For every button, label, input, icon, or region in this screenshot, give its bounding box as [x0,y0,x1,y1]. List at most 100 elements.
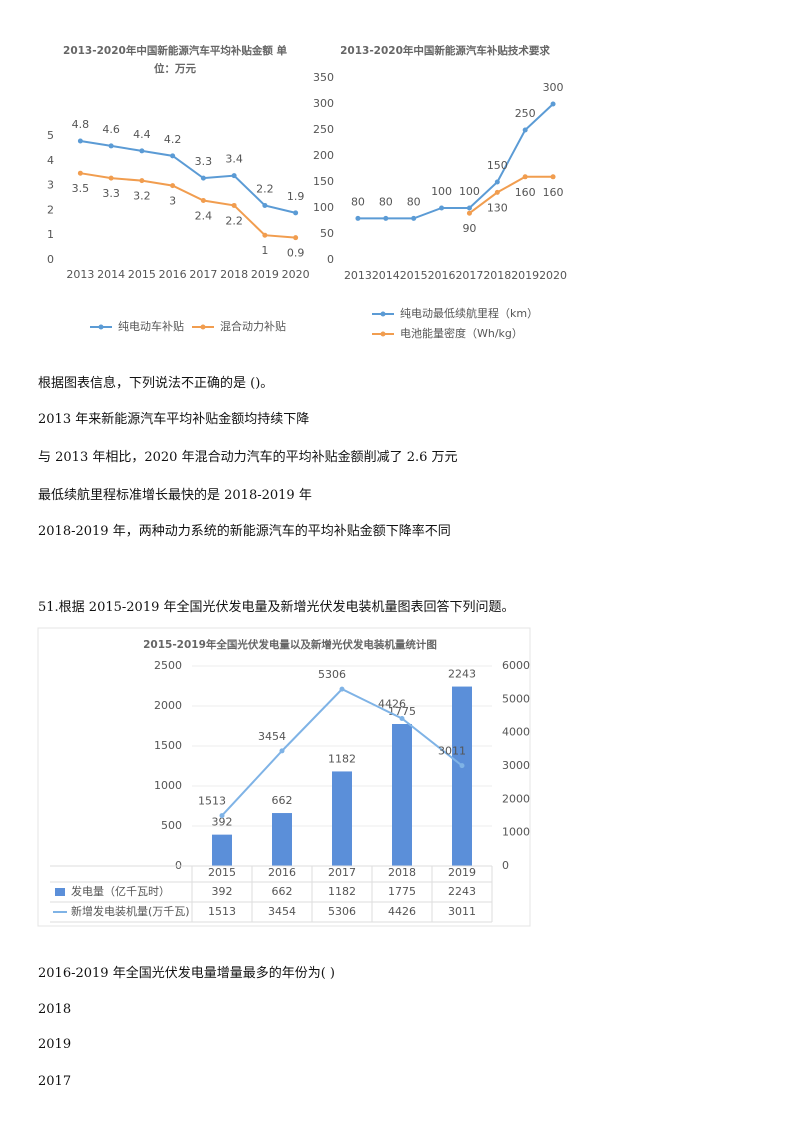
line [468,175,554,215]
data-label: 2.2 [225,214,243,227]
data-label: 3.3 [102,187,120,200]
point [219,813,225,819]
data-label: 3.5 [72,182,90,195]
data-label: 100 [431,185,452,198]
line [80,139,296,214]
y-tick-label: 0 [47,253,54,266]
x-tick-label: 2020 [282,268,310,281]
point [439,205,445,211]
data-label: 90 [462,222,476,235]
point [108,175,114,181]
x-tick-label: 2015 [128,268,156,281]
point [494,189,500,195]
table-cell: 1513 [208,905,236,918]
point [383,215,389,221]
y-tick-label: 50 [320,227,334,240]
paragraph: 根据图表信息，下列说法不正确的是 ()。 [38,376,274,391]
point [262,202,268,208]
x-tick-label: 2019 [511,269,539,282]
y2-tick-label: 4000 [502,726,530,739]
data-label: 80 [407,195,421,208]
data-label: 1 [261,244,268,257]
y2-tick-label: 1000 [502,826,530,839]
y-tick-label: 2 [47,203,54,216]
data-label: 662 [272,794,293,807]
point [459,763,465,769]
legend-label: 纯电动车补贴 [118,319,184,333]
data-label: 3 [169,195,176,208]
bar [332,771,352,866]
x-tick-label: 2019 [448,866,476,879]
y-tick-label: 200 [313,149,334,162]
data-label: 4.2 [164,133,182,146]
data-label: 1182 [328,752,356,765]
point [200,197,206,203]
data-label: 3454 [258,730,286,743]
legend-label: 纯电动最低续航里程（km） [400,306,538,320]
bar [452,686,472,866]
point [77,138,83,144]
data-label: 1.9 [287,190,305,203]
paragraph: 2016-2019 年全国光伏发电量增量最多的年份为( ) [38,966,335,981]
point [279,748,285,754]
y-tick-label: 250 [313,123,334,136]
point [170,153,176,159]
data-label: 0.9 [287,247,305,260]
y-tick-label: 1 [47,228,54,241]
data-label: 3.4 [225,153,243,166]
point [231,173,237,179]
x-tick-label: 2013 [344,269,372,282]
point [522,174,528,180]
point [550,174,556,180]
data-label: 160 [515,186,536,199]
bar [212,834,232,866]
data-label: 5306 [318,668,346,681]
data-label: 4.8 [72,118,90,131]
data-label: 392 [212,816,233,829]
data-label: 4.6 [102,123,120,136]
data-label: 250 [515,107,536,120]
x-tick-label: 2017 [189,268,217,281]
legend-swatch-point [98,324,104,330]
point [399,715,405,721]
point [231,202,237,208]
table-cell: 3454 [268,905,296,918]
data-label: 130 [487,201,508,214]
point [108,143,114,149]
point [200,175,206,181]
y-tick-label: 350 [313,71,334,84]
data-label: 2243 [448,668,476,681]
paragraph: 51.根据 2015-2019 年全国光伏发电量及新增光伏发电装机量图表回答下列… [38,600,515,615]
data-label: 3011 [438,745,466,758]
line [80,172,296,239]
y2-tick-label: 2000 [502,792,530,805]
data-label: 80 [351,195,365,208]
point [293,235,299,241]
point [170,183,176,189]
x-tick-label: 2016 [268,866,296,879]
point [339,686,345,692]
point [139,148,145,154]
chart-title: 2015-2019年全国光伏发电量以及新增光伏发电装机量统计图 [143,639,437,651]
y-tick-label: 500 [161,819,182,832]
paragraph: 最低续航里程标准增长最快的是 2018-2019 年 [38,488,312,503]
paragraph: 2017 [38,1074,72,1089]
legend-label: 混合动力补贴 [220,319,286,333]
point [550,101,556,107]
y-tick-label: 1500 [154,739,182,752]
point [522,127,528,133]
x-tick-label: 2018 [483,269,511,282]
x-tick-label: 2015 [208,866,236,879]
paragraph: 2018 [38,1002,72,1017]
x-tick-label: 2016 [159,268,187,281]
chart-title: 2013-2020年中国新能源汽车平均补贴金额 单位：万元 [63,45,287,75]
data-label: 1513 [198,795,226,808]
paragraph: 与 2013 年相比，2020 年混合动力汽车的平均补贴金额削减了 2.6 万元 [38,450,458,465]
data-label: 3.3 [195,155,213,168]
legend-swatch-point [380,331,386,337]
y-tick-label: 0 [327,253,334,266]
paragraph: 2018-2019 年，两种动力系统的新能源汽车的平均补贴金额下降率不同 [38,524,451,539]
legend-swatch [55,888,65,896]
